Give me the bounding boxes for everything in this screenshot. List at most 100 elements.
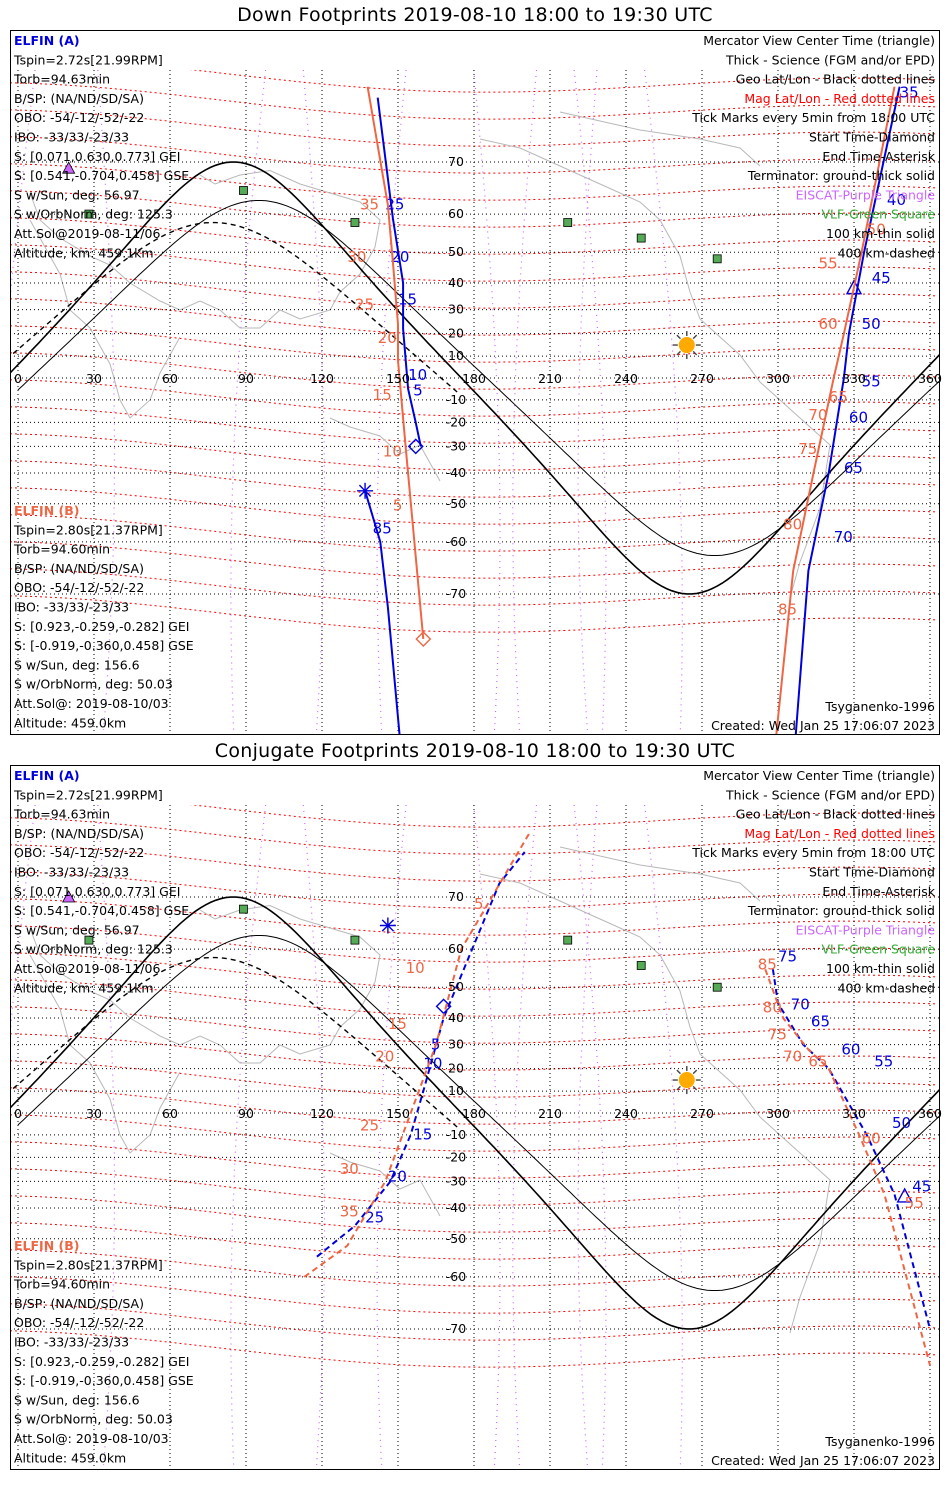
mag-lat-line [10,817,939,855]
tick-time-label: 65 [844,459,863,477]
y-tick-label: 40 [448,1010,464,1025]
tick-time-label: 70 [783,1048,802,1066]
x-tick-label: 60 [162,1106,178,1121]
y-tick-label: -50 [446,496,466,511]
track-line [366,86,425,640]
legend-item: Terminator: ground-thick solid [747,168,935,183]
legend-item: Mercator View Center Time (triangle) [703,33,935,48]
eiscat-triangle [61,890,76,903]
end-asterisk-marker [357,482,374,499]
legend-item: Start Time-Diamond [809,865,935,880]
x-tick-label: 60 [162,371,178,386]
legend-item: 100 km-thin solid [826,961,935,976]
elfin-a-header: ELFIN (A) [14,33,80,48]
track-line [794,86,901,735]
tick-time-label: 15 [398,291,417,309]
created-timestamp: Created: Wed Jan 25 17:06:07 2023 [711,718,935,733]
y-tick-label: 10 [448,1083,464,1098]
tick-time-label: 20 [390,248,409,266]
y-tick-label: -40 [446,1200,466,1215]
mag-lat-line [10,1303,939,1341]
terminator-400km [10,956,460,1129]
eiscat-triangle [61,161,76,174]
mag-lat-line [10,1249,939,1287]
x-tick-label: 210 [538,1106,562,1121]
y-tick-label: -50 [446,1231,466,1246]
tick-time-label: 20 [388,1167,407,1185]
elfin-a-line: IBO: -33/33/-23/33 [14,865,129,880]
center-time-triangle [845,279,863,295]
x-tick-label: 240 [614,371,638,386]
elfin-b-line: Tspin=2.80s[21.37RPM] [13,1257,163,1272]
legend-item: EISCAT-Purple Triangle [796,187,936,202]
elfin-b-line: Att.Sol@: 2019-08-10/03 [14,696,169,711]
y-tick-label: 50 [448,244,464,259]
mag-lat-line [10,898,939,936]
x-tick-label: 150 [386,371,410,386]
aacgm-meridian [376,805,407,1466]
tick-time-label: 25 [385,196,404,214]
aacgm-meridian [473,805,501,1466]
terminator-400km [10,221,460,394]
tick-time-label: 80 [763,998,782,1016]
y-tick-label: 30 [448,1037,464,1052]
track-line [376,97,422,447]
sun-icon [672,331,701,360]
legend-item: Mercator View Center Time (triangle) [703,768,935,783]
elfin-b-line: Tspin=2.80s[21.37RPM] [13,522,163,537]
tick-time-label: 60 [862,1130,881,1148]
x-tick-label: 150 [386,1106,410,1121]
tick-time-label: 55 [905,1194,924,1212]
tick-time-label: 60 [849,408,868,426]
vlf-station-marker [563,218,573,227]
tick-time-label: 50 [892,1114,911,1132]
legend-item: End Time-Asterisk [822,884,935,899]
panel-0: 2520151057065605550454035353025201510585… [10,30,942,735]
elfin-a-line: Altitude, km: 459.1km [14,245,154,260]
tick-time-label: 10 [408,366,427,384]
vlf-station-marker [712,982,722,992]
tick-time-label: 80 [783,515,802,533]
x-tick-label: 180 [462,371,486,386]
coastline [29,954,181,1154]
tick-time-label: 70 [791,995,810,1013]
x-tick-label: 210 [538,371,562,386]
y-tick-label: 50 [448,979,464,994]
elfin-a-line: IBO: -33/33/-23/33 [14,130,129,145]
y-tick-label: 60 [448,941,464,956]
vlf-station-marker [563,935,573,945]
tick-time-label: 15 [373,386,392,404]
coastline [329,417,441,482]
tick-time-label: 25 [360,1116,379,1134]
elfin-a-line: OBO: -54/-12/-52/-22 [14,845,144,860]
tick-time-label: 5 [413,381,423,399]
x-tick-label: 360 [918,371,942,386]
x-tick-label: 0 [14,1106,22,1121]
coastline [329,1152,441,1217]
legend-item: End Time-Asterisk [822,149,935,164]
mag-lat-line [10,1033,939,1071]
mag-lat-line [10,460,939,498]
tick-time-label: 75 [768,1026,787,1044]
legend-item: Mag Lat/Lon - Red dotted lines [744,826,935,841]
tick-time-label: 45 [872,269,891,287]
x-tick-label: 300 [766,371,790,386]
vlf-station-marker [350,218,360,227]
tick-time-label: 35 [340,1203,359,1221]
mag-lat-line [10,514,939,552]
legend-item: 100 km-thin solid [826,226,935,241]
elfin-b-info: ELFIN (B) Tspin=2.80s[21.37RPM] Torb=94.60… [13,503,194,730]
legend-item: Mag Lat/Lon - Red dotted lines [744,91,935,106]
tick-time-label: 25 [365,1209,384,1227]
y-tick-label: -60 [446,534,466,549]
x-tick-label: 30 [86,1106,102,1121]
coastline [29,169,381,329]
tick-time-label: 5 [393,497,403,515]
elfin-a-info: ELFIN (A) Tspin=2.72s[21.99RPM] Torb=94.63… [13,768,189,995]
aacgm-meridian [302,805,326,1466]
tick-time-label: 65 [808,1052,827,1070]
track-line [775,86,896,735]
tick-time-label: 70 [808,406,827,424]
tick-time-label: 75 [798,440,817,458]
mag-lat-line [10,1006,939,1044]
